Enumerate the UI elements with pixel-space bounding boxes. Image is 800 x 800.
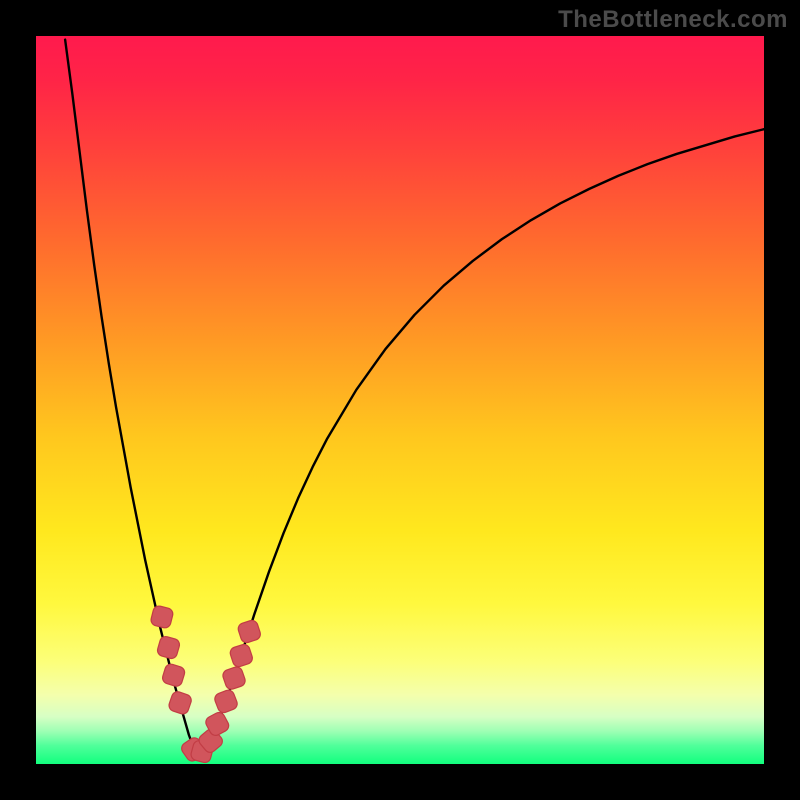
bottleneck-chart (0, 0, 800, 800)
chart-background (36, 36, 764, 764)
watermark-text: TheBottleneck.com (558, 6, 788, 34)
chart-stage: TheBottleneck.com (0, 0, 800, 800)
